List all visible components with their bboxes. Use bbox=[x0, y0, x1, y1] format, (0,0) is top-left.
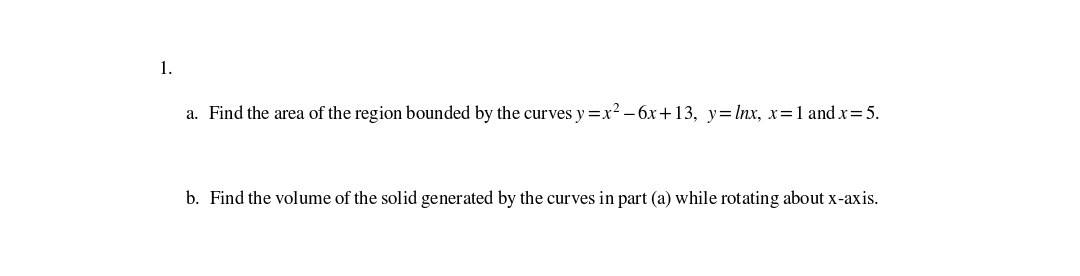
Text: $\mathrm{b.\;\;Find\;the\;volume\;of\;the\;solid\;generated\;by\;the\;curves\;in: $\mathrm{b.\;\;Find\;the\;volume\;of\;th… bbox=[186, 188, 879, 210]
Text: $\mathrm{a.\;\;Find\;the\;area\;of\;the\;region\;bounded\;by\;the\;curves\;}y = : $\mathrm{a.\;\;Find\;the\;area\;of\;the\… bbox=[186, 102, 880, 126]
Text: $1.$: $1.$ bbox=[159, 60, 173, 78]
